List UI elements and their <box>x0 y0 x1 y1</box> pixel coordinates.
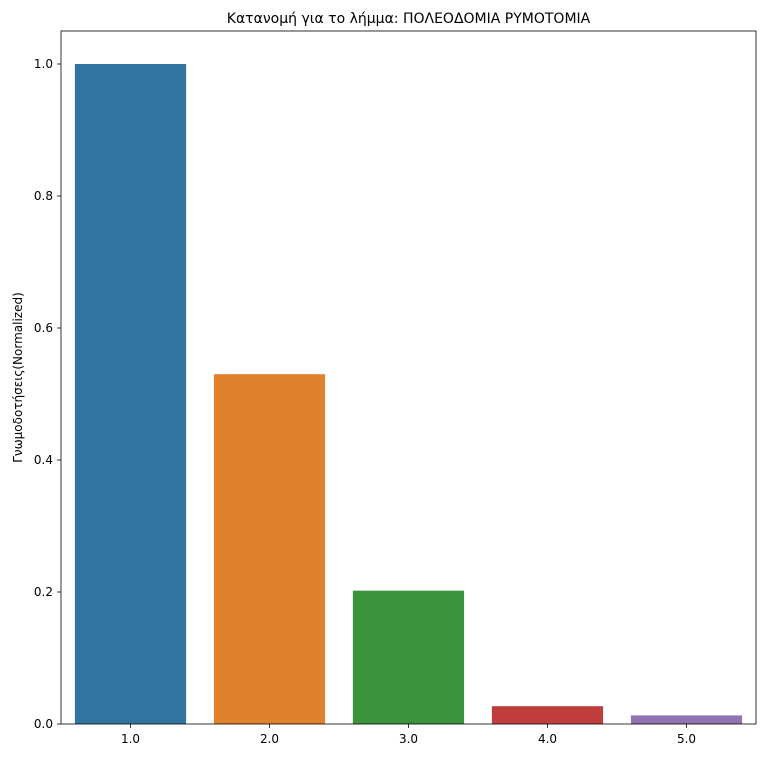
y-axis-ticks: 0.0 0.2 0.4 0.6 0.8 1.0 <box>34 57 61 731</box>
x-tick-label: 1.0 <box>121 732 140 746</box>
chart-title: Κατανομή για το λήμμα: ΠΟΛΕΟΔΟΜΙΑ ΡΥΜΟΤΟ… <box>227 11 591 27</box>
y-tick-label: 0.0 <box>34 717 53 731</box>
plot-frame <box>60 30 757 725</box>
bars-group <box>74 64 743 724</box>
bar-5 <box>630 715 743 724</box>
y-axis-label: Γνωμοδοτήσεις(Normalized) <box>11 292 25 463</box>
x-tick-label: 3.0 <box>399 732 418 746</box>
y-tick-label: 0.2 <box>34 585 53 599</box>
y-tick-label: 1.0 <box>34 57 53 71</box>
y-tick-label: 0.4 <box>34 453 53 467</box>
x-tick-label: 5.0 <box>677 732 696 746</box>
bar-3 <box>352 590 465 724</box>
bar-4 <box>491 706 604 724</box>
x-tick-label: 2.0 <box>260 732 279 746</box>
y-tick-label: 0.8 <box>34 189 53 203</box>
x-axis-ticks: 1.0 2.0 3.0 4.0 5.0 <box>121 724 696 746</box>
bar-1 <box>74 64 187 724</box>
y-tick-label: 0.6 <box>34 321 53 335</box>
bar-2 <box>213 374 326 724</box>
x-tick-label: 4.0 <box>538 732 557 746</box>
